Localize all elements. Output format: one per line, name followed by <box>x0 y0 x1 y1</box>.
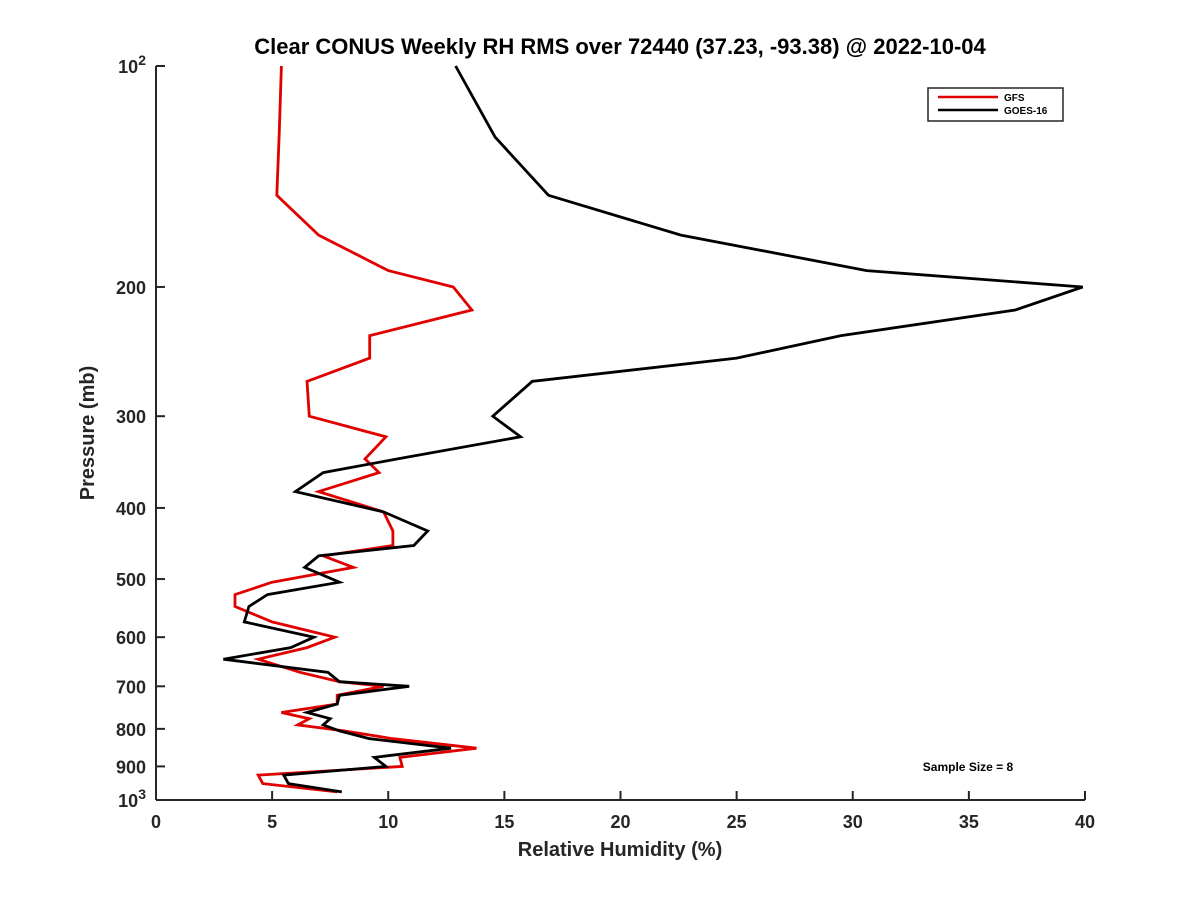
sample-size-annotation: Sample Size = 8 <box>923 760 1014 774</box>
series-line-goes-16 <box>223 65 1084 794</box>
y-tick-label: 600 <box>116 628 146 648</box>
legend-label: GFS <box>1004 93 1025 104</box>
legend-box <box>927 87 1064 122</box>
x-tick-label: 15 <box>494 812 514 832</box>
x-tick-label: 0 <box>151 812 161 832</box>
x-tick-label: 30 <box>843 812 863 832</box>
y-tick-label: 300 <box>116 407 146 427</box>
x-tick-label: 35 <box>959 812 979 832</box>
legend-label: GOES-16 <box>1004 106 1048 117</box>
x-tick-label: 20 <box>610 812 630 832</box>
x-tick-label: 40 <box>1075 812 1095 832</box>
y-tick-label: 800 <box>116 720 146 740</box>
y-tick-label: 102 <box>118 52 146 77</box>
x-tick-label: 10 <box>378 812 398 832</box>
axes: 0 5 10 15 20 25 30 35 40 102 200 300 400 500 600 700 800… <box>116 52 1095 832</box>
y-tick-label: 700 <box>116 677 146 697</box>
x-axis-label: Relative Humidity (%) <box>518 839 722 861</box>
y-tick-label: 400 <box>116 499 146 519</box>
series-layer <box>223 65 1084 794</box>
legend: GFS GOES-16 <box>927 87 1064 122</box>
y-tick-label: 500 <box>116 570 146 590</box>
y-tick-label: 200 <box>116 278 146 298</box>
y-tick-label: 900 <box>116 757 146 777</box>
y-axis-label: Pressure (mb) <box>77 366 99 501</box>
x-tick-label: 5 <box>267 812 277 832</box>
y-tick-label: 103 <box>118 786 146 811</box>
x-tick-label: 25 <box>727 812 747 832</box>
chart-title: Clear CONUS Weekly RH RMS over 72440 (37… <box>254 34 986 59</box>
